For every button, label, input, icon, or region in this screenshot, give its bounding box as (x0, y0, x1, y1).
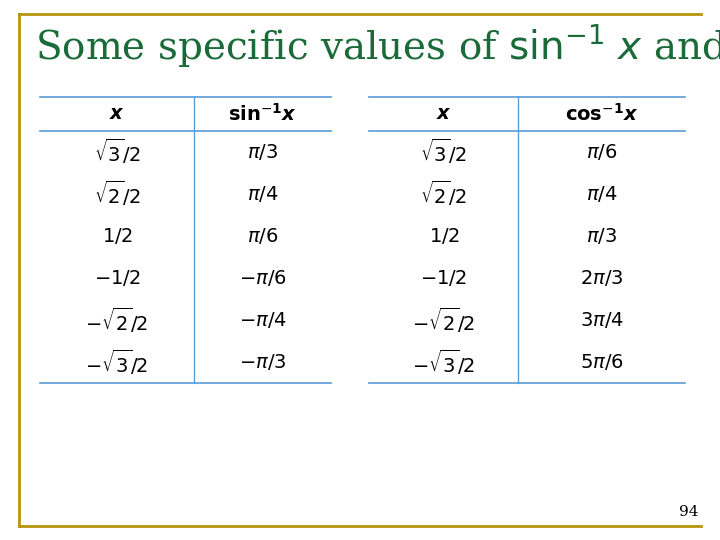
Text: $\boldsymbol{x}$: $\boldsymbol{x}$ (109, 105, 125, 123)
Text: $-\pi/4$: $-\pi/4$ (239, 310, 287, 330)
Text: $\sqrt{2}/2$: $\sqrt{2}/2$ (420, 179, 467, 208)
Text: $\sqrt{2}/2$: $\sqrt{2}/2$ (94, 179, 140, 208)
Text: $\pi/6$: $\pi/6$ (586, 141, 618, 162)
Text: $\pi/3$: $\pi/3$ (247, 141, 279, 162)
Text: $\pi/3$: $\pi/3$ (586, 226, 618, 246)
Text: $5\pi/6$: $5\pi/6$ (580, 352, 624, 373)
Text: $\boldsymbol{x}$: $\boldsymbol{x}$ (436, 105, 452, 123)
Text: $1/2$: $1/2$ (428, 226, 459, 246)
Text: 94: 94 (679, 505, 698, 519)
Text: $-\sqrt{3}/2$: $-\sqrt{3}/2$ (86, 348, 148, 377)
Text: $\sqrt{3}/2$: $\sqrt{3}/2$ (94, 137, 140, 166)
Text: $2\pi/3$: $2\pi/3$ (580, 268, 624, 288)
Text: $\mathbf{sin}^{-\mathbf{1}}\boldsymbol{x}$: $\mathbf{sin}^{-\mathbf{1}}\boldsymbol{x… (228, 103, 297, 125)
Text: $-1/2$: $-1/2$ (420, 268, 467, 288)
Text: $-\sqrt{2}/2$: $-\sqrt{2}/2$ (86, 306, 148, 335)
Text: $-1/2$: $-1/2$ (94, 268, 140, 288)
Text: $-\sqrt{2}/2$: $-\sqrt{2}/2$ (413, 306, 475, 335)
Text: $-\sqrt{3}/2$: $-\sqrt{3}/2$ (413, 348, 475, 377)
Text: Some specific values of $\mathrm{sin}^{-1}$ $x$ and $\mathrm{cos}^{-1}$ $x$: Some specific values of $\mathrm{sin}^{-… (35, 22, 720, 70)
Text: $-\pi/6$: $-\pi/6$ (239, 268, 287, 288)
Text: $3\pi/4$: $3\pi/4$ (580, 310, 624, 330)
Text: $\sqrt{3}/2$: $\sqrt{3}/2$ (420, 137, 467, 166)
Text: $1/2$: $1/2$ (102, 226, 132, 246)
Text: $\mathbf{cos}^{-\mathbf{1}}\boldsymbol{x}$: $\mathbf{cos}^{-\mathbf{1}}\boldsymbol{x… (565, 103, 639, 125)
Text: $-\pi/3$: $-\pi/3$ (239, 352, 287, 373)
Text: $\pi/4$: $\pi/4$ (247, 184, 279, 204)
Text: $\pi/6$: $\pi/6$ (247, 226, 279, 246)
Text: $\pi/4$: $\pi/4$ (586, 184, 618, 204)
